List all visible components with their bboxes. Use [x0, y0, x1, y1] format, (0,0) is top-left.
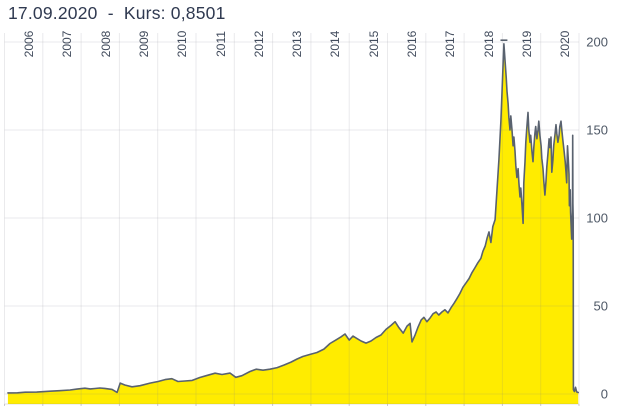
price-line	[7, 43, 579, 394]
chart-title: 17.09.2020 - Kurs: 0,8501	[8, 3, 226, 24]
title-kurs-label: Kurs:	[123, 3, 166, 23]
chart-gridlines	[4, 33, 580, 405]
title-date: 17.09.2020	[8, 3, 98, 23]
price-area	[7, 43, 579, 405]
kurs-value: 0,8501	[170, 3, 226, 23]
title-separator: -	[97, 3, 124, 23]
